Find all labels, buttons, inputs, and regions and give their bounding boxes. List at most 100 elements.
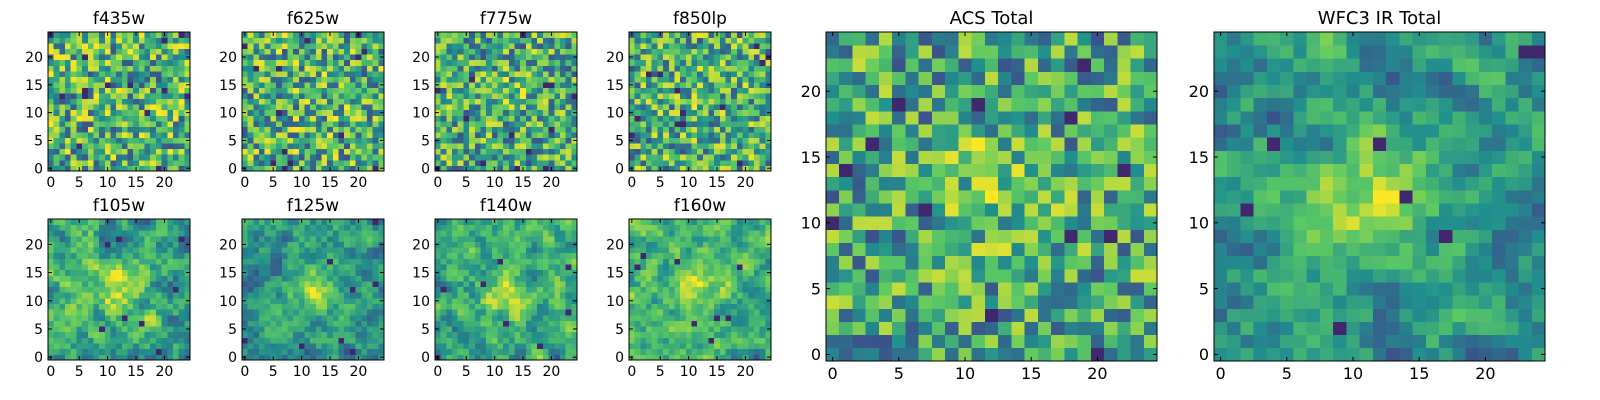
heatmap-cell <box>372 331 379 338</box>
heatmap-cell <box>765 159 772 166</box>
heatmap-cell <box>270 132 277 139</box>
heatmap-cell <box>287 143 294 150</box>
heatmap-cell <box>697 309 704 316</box>
heatmap-cell <box>753 314 761 321</box>
heatmap-cell <box>366 87 374 94</box>
heatmap-cell <box>361 247 368 254</box>
heatmap-cell <box>121 219 128 226</box>
heatmap-cell <box>514 348 521 355</box>
heatmap-cell <box>144 165 151 172</box>
heatmap-cell <box>59 320 66 327</box>
heatmap-cell <box>702 281 709 288</box>
heatmap-cell <box>702 286 709 293</box>
heatmap-cell <box>725 326 732 333</box>
y-tick-label: 0 <box>421 161 430 177</box>
heatmap-cell <box>378 309 385 316</box>
heatmap-cell <box>651 87 658 94</box>
heatmap-cell <box>759 87 766 94</box>
heatmap-cell <box>565 43 572 50</box>
heatmap-cell <box>753 143 761 150</box>
heatmap-cell <box>548 275 555 282</box>
heatmap-cell <box>349 314 356 321</box>
heatmap-cell <box>452 37 459 44</box>
heatmap-cell <box>537 120 544 127</box>
heatmap-cell <box>321 154 328 161</box>
heatmap-cell <box>629 292 636 299</box>
heatmap-cell <box>338 93 345 100</box>
heatmap-cell <box>161 230 168 237</box>
heatmap-cell <box>663 354 670 361</box>
heatmap-cell <box>742 309 749 316</box>
heatmap-cell <box>65 154 72 161</box>
heatmap-cell <box>270 43 277 50</box>
heatmap-cell <box>355 224 362 231</box>
heatmap-cell <box>259 241 266 248</box>
heatmap-cell <box>640 115 647 122</box>
heatmap-cell <box>366 320 374 327</box>
heatmap-cell <box>172 76 180 83</box>
heatmap-cell <box>640 48 647 55</box>
heatmap-cell <box>344 98 351 105</box>
heatmap-cell <box>651 115 658 122</box>
heatmap-cell <box>634 320 641 327</box>
x-tick-label: 0 <box>433 175 442 191</box>
heatmap-cell <box>327 348 334 355</box>
heatmap-cell <box>76 82 83 88</box>
heatmap-cell <box>748 143 755 150</box>
heatmap-cell <box>366 292 374 299</box>
heatmap-cell <box>184 320 191 327</box>
heatmap-cell <box>155 109 162 116</box>
heatmap-cell <box>691 337 698 344</box>
heatmap-cell <box>344 224 351 231</box>
heatmap-cell <box>640 120 647 127</box>
heatmap-cell <box>276 43 283 50</box>
heatmap-cell <box>270 303 277 310</box>
heatmap-cell <box>629 303 636 310</box>
heatmap-cell <box>548 48 555 55</box>
heatmap-cell <box>446 70 453 77</box>
heatmap-cell <box>264 235 271 242</box>
heatmap-cell <box>116 343 123 350</box>
heatmap-cell <box>486 281 493 288</box>
heatmap-cell <box>150 292 157 299</box>
heatmap-cell <box>691 120 698 127</box>
heatmap-cell <box>508 98 515 105</box>
heatmap-cell <box>293 281 300 288</box>
heatmap-cell <box>372 87 379 94</box>
heatmap-cell <box>53 137 60 144</box>
heatmap-cell <box>65 320 72 327</box>
heatmap-cell <box>321 247 328 254</box>
heatmap-cell <box>731 303 738 310</box>
heatmap-cell <box>70 48 77 55</box>
heatmap-cell <box>725 331 732 338</box>
heatmap-cell <box>651 309 658 316</box>
heatmap-cell <box>167 104 174 111</box>
heatmap-cell <box>327 281 334 288</box>
heatmap-cell <box>520 132 527 139</box>
heatmap-cell <box>435 148 442 155</box>
heatmap-cell <box>702 348 709 355</box>
heatmap-cell <box>344 252 351 259</box>
heatmap-cell <box>651 48 658 55</box>
heatmap-cell <box>167 87 174 94</box>
heatmap-cell <box>48 154 55 161</box>
heatmap-cell <box>276 219 283 226</box>
heatmap-cell <box>452 76 459 83</box>
heatmap-cell <box>366 281 374 288</box>
heatmap-cell <box>167 154 174 161</box>
heatmap-cell <box>702 126 709 133</box>
heatmap-cell <box>276 154 283 161</box>
heatmap-cell <box>287 309 294 316</box>
heatmap-cell <box>697 286 704 293</box>
heatmap-cell <box>691 275 698 282</box>
heatmap-cell <box>338 120 345 127</box>
heatmap-cell <box>674 32 681 38</box>
heatmap-cell <box>657 348 664 355</box>
heatmap-cell <box>310 48 317 55</box>
heatmap-cell <box>554 258 561 265</box>
heatmap-cell <box>264 303 271 310</box>
heatmap-cell <box>167 303 174 310</box>
heatmap-cell <box>110 281 117 288</box>
heatmap-cell <box>691 303 698 310</box>
